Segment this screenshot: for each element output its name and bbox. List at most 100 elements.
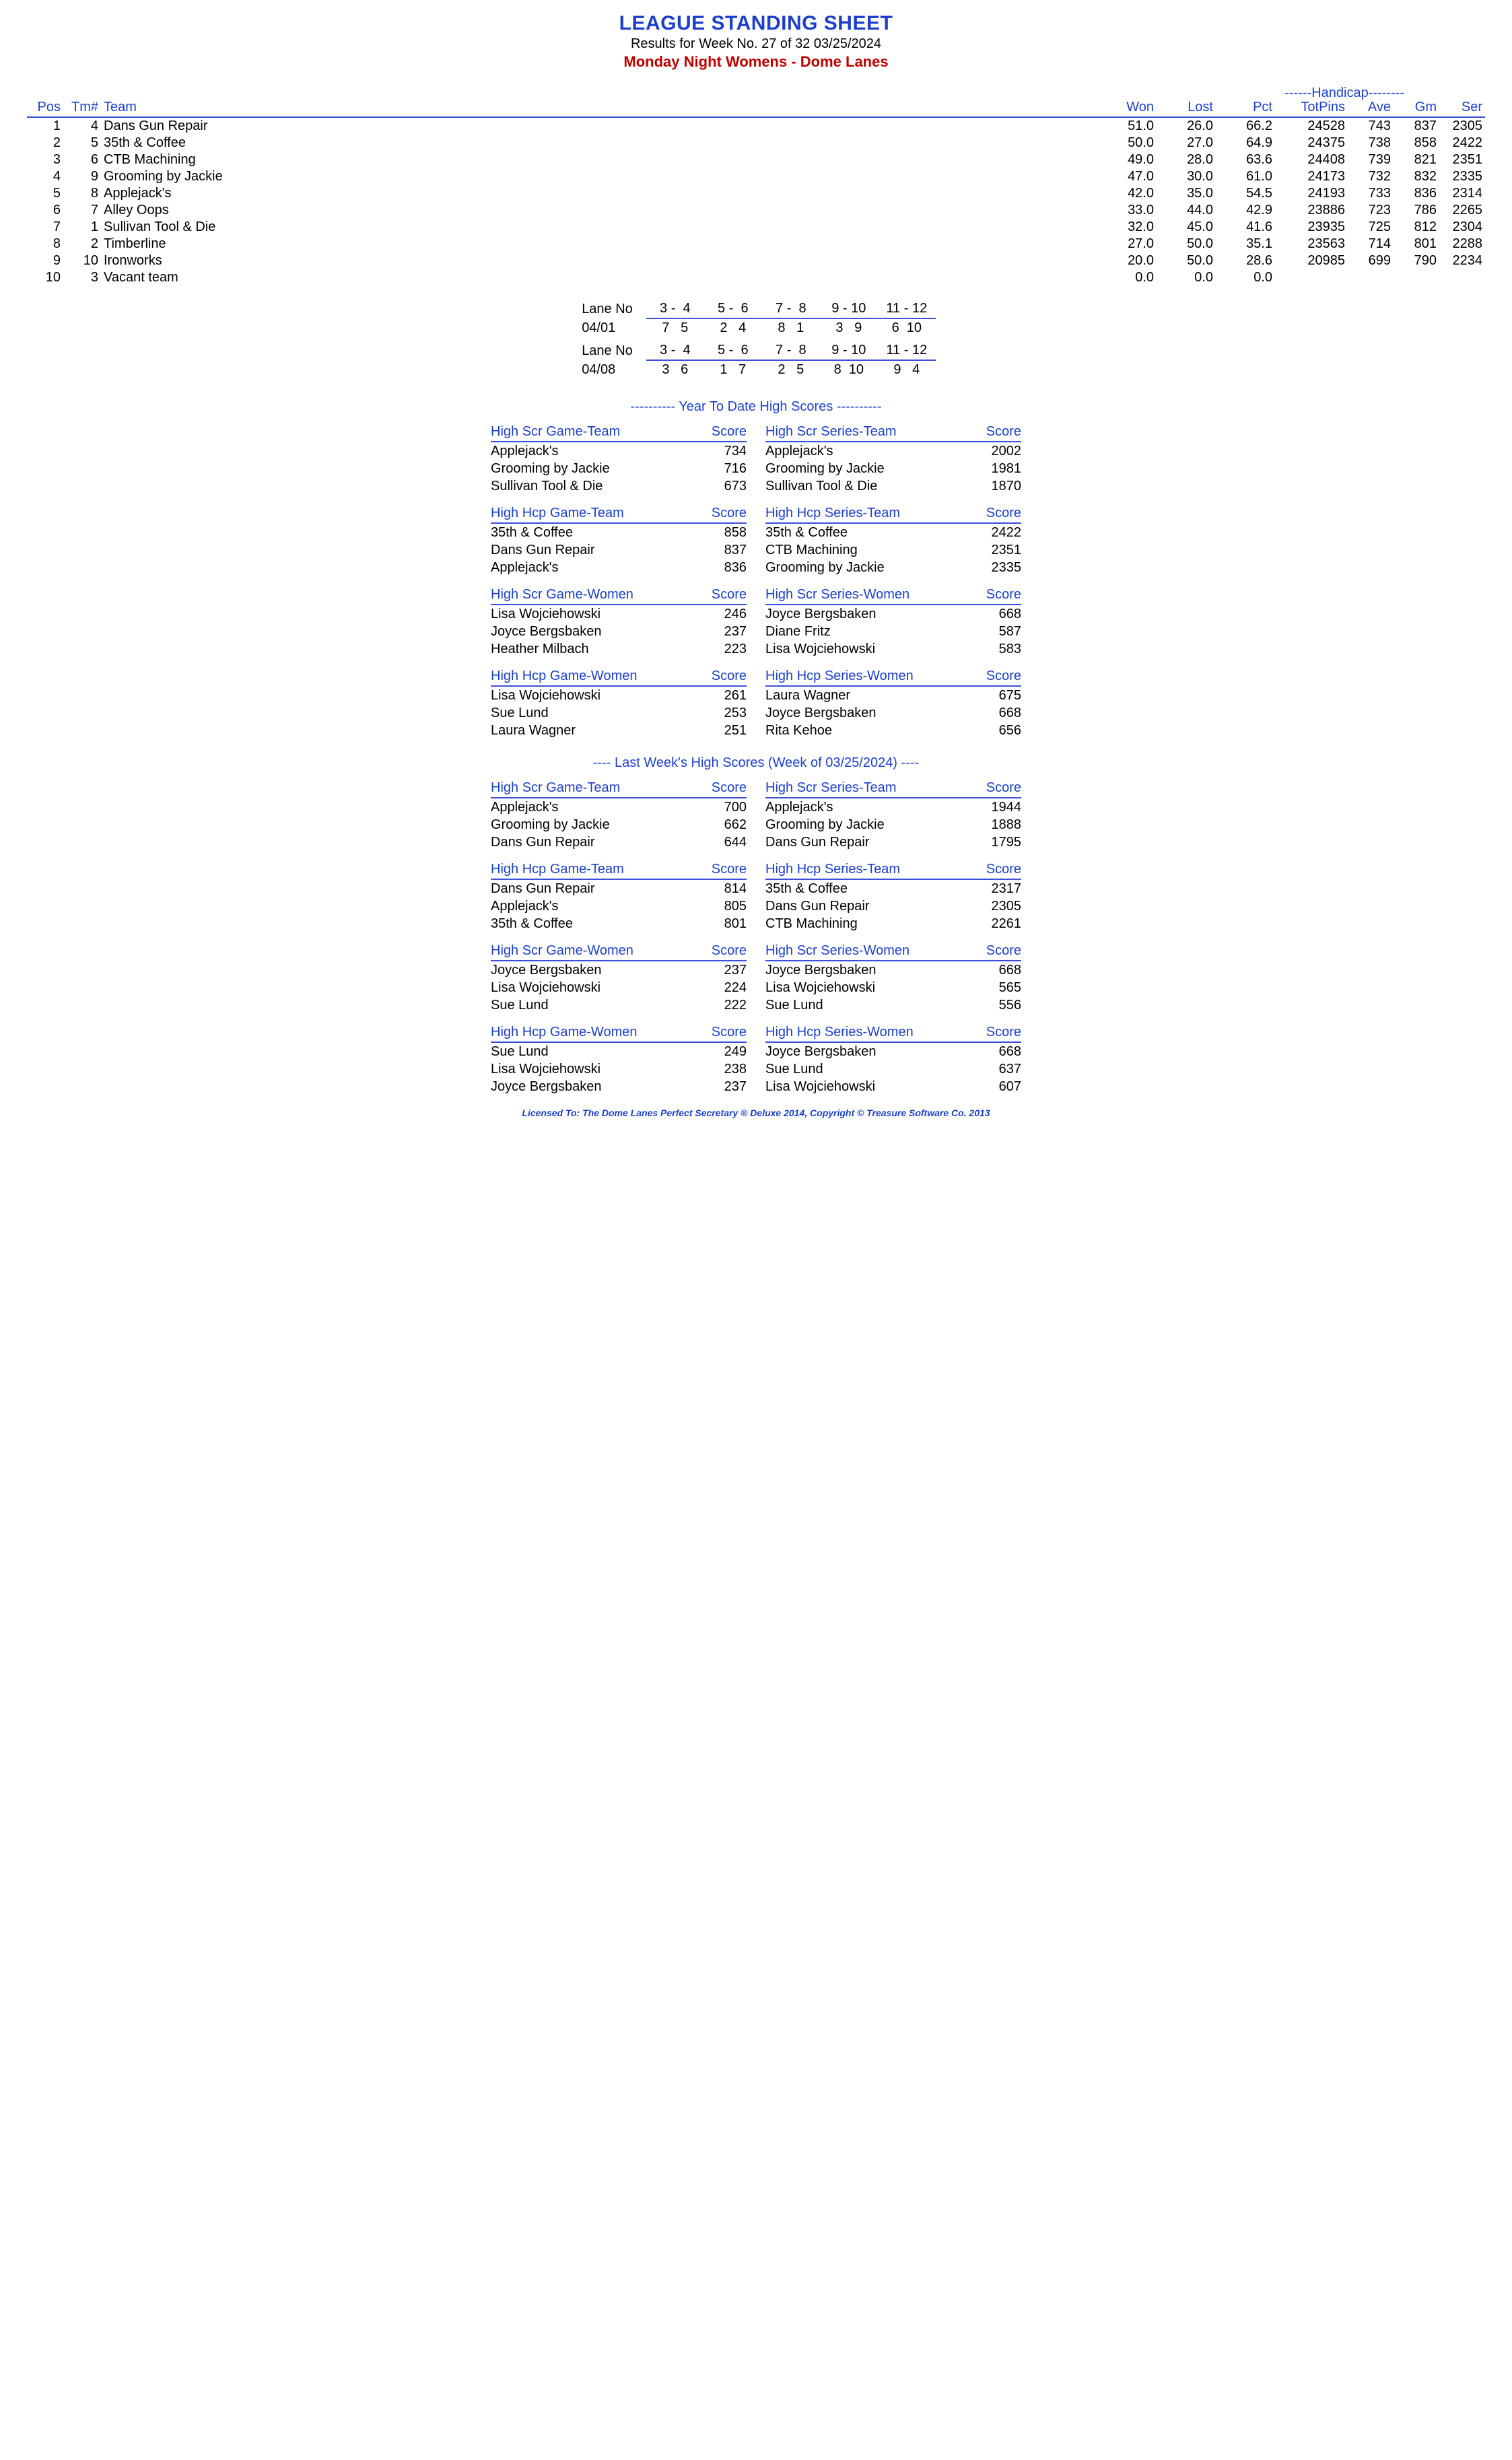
table-row: 36CTB Machining49.028.063.62440873982123… — [27, 151, 1485, 168]
list-item: Applejack's2002 — [765, 442, 1021, 460]
list-item: Sullivan Tool & Die1870 — [765, 477, 1021, 495]
list-item: Rita Kehoe656 — [765, 722, 1021, 739]
page-title: LEAGUE STANDING SHEET — [27, 12, 1485, 35]
list-item: Dans Gun Repair1795 — [765, 833, 1021, 851]
list-item: Joyce Bergsbaken668 — [765, 961, 1021, 979]
hs-title: High Hcp Game-Women — [491, 1025, 693, 1040]
list-item: Joyce Bergsbaken237 — [491, 961, 747, 979]
list-item: Applejack's700 — [491, 798, 747, 816]
hs-title: High Scr Series-Team — [765, 780, 967, 796]
high-score-block: High Hcp Game-TeamScoreDans Gun Repair81… — [491, 862, 747, 932]
hs-title: High Scr Game-Women — [491, 587, 693, 603]
hs-score-label: Score — [967, 943, 1021, 959]
list-item: Grooming by Jackie1981 — [765, 460, 1021, 477]
high-score-block: High Scr Game-WomenScoreJoyce Bergsbaken… — [491, 943, 747, 1014]
col-lost: Lost — [1157, 98, 1216, 117]
hs-score-label: Score — [693, 669, 747, 684]
list-item: Joyce Bergsbaken237 — [491, 623, 747, 640]
hs-score-label: Score — [967, 1025, 1021, 1040]
subtitle: Results for Week No. 27 of 32 03/25/2024 — [27, 36, 1485, 52]
list-item: Sue Lund556 — [765, 996, 1021, 1014]
list-item: Laura Wagner251 — [491, 722, 747, 739]
col-pos: Pos — [27, 98, 63, 117]
hs-score-label: Score — [967, 669, 1021, 684]
list-item: Grooming by Jackie2335 — [765, 559, 1021, 576]
ytd-high-scores: High Scr Game-TeamScoreApplejack's734Gro… — [27, 424, 1485, 739]
list-item: Applejack's1944 — [765, 798, 1021, 816]
list-item: Sullivan Tool & Die673 — [491, 477, 747, 495]
high-score-block: High Hcp Series-TeamScore 35th & Coffee24… — [765, 506, 1021, 576]
list-item: Grooming by Jackie716 — [491, 460, 747, 477]
list-item: Lisa Wojciehowski261 — [491, 687, 747, 704]
list-item: Joyce Bergsbaken668 — [765, 1043, 1021, 1060]
ytd-title: ---------- Year To Date High Scores ----… — [27, 399, 1485, 415]
hs-score-label: Score — [967, 424, 1021, 440]
hs-title: High Scr Series-Women — [765, 587, 967, 603]
col-gm: Gm — [1394, 98, 1439, 117]
list-item: Lisa Wojciehowski565 — [765, 979, 1021, 996]
list-item: Lisa Wojciehowski583 — [765, 640, 1021, 658]
table-row: 2535th & Coffee50.027.064.92437573885824… — [27, 135, 1485, 151]
high-score-block: High Hcp Series-WomenScore Joyce Bergsbak… — [765, 1025, 1021, 1095]
list-item: Grooming by Jackie662 — [491, 816, 747, 833]
col-ser: Ser — [1439, 98, 1485, 117]
list-item: Applejack's734 — [491, 442, 747, 460]
list-item: Laura Wagner675 — [765, 687, 1021, 704]
hs-title: High Hcp Game-Team — [491, 506, 693, 521]
list-item: Dans Gun Repair2305 — [765, 897, 1021, 915]
col-won: Won — [1097, 98, 1157, 117]
last-week-title: ---- Last Week's High Scores (Week of 03… — [27, 755, 1485, 771]
list-item: Dans Gun Repair814 — [491, 880, 747, 897]
list-item: Sue Lund637 — [765, 1060, 1021, 1078]
hs-score-label: Score — [693, 424, 747, 440]
high-score-block: High Scr Series-WomenScore Joyce Bergsbak… — [765, 943, 1021, 1014]
hs-title: High Scr Series-Team — [765, 424, 967, 440]
list-item: Sue Lund222 — [491, 996, 747, 1014]
list-item: Applejack's805 — [491, 897, 747, 915]
table-row: 67Alley Oops33.044.042.9238867237862265 — [27, 202, 1485, 219]
hs-title: High Hcp Series-Team — [765, 506, 967, 521]
hs-score-label: Score — [693, 780, 747, 796]
list-item: Lisa Wojciehowski224 — [491, 979, 747, 996]
list-item: Grooming by Jackie1888 — [765, 816, 1021, 833]
high-score-block: High Scr Game-WomenScoreLisa Wojciehowsk… — [491, 587, 747, 658]
table-row: 49Grooming by Jackie47.030.061.024173732… — [27, 168, 1485, 185]
list-item: Dans Gun Repair644 — [491, 833, 747, 851]
table-row: 103Vacant team0.00.00.0 — [27, 269, 1485, 286]
header: LEAGUE STANDING SHEET Results for Week N… — [27, 12, 1485, 71]
table-row: 14Dans Gun Repair51.026.066.224528743837… — [27, 117, 1485, 135]
col-totpins: TotPins — [1275, 98, 1348, 117]
league-name: Monday Night Womens - Dome Lanes — [27, 53, 1485, 71]
hs-score-label: Score — [967, 862, 1021, 877]
list-item: 35th & Coffee858 — [491, 524, 747, 541]
list-item: Diane Fritz587 — [765, 623, 1021, 640]
hs-title: High Hcp Series-Women — [765, 1025, 967, 1040]
list-item: Dans Gun Repair837 — [491, 541, 747, 559]
hs-title: High Scr Game-Team — [491, 780, 693, 796]
col-pct: Pct — [1216, 98, 1275, 117]
footer: Licensed To: The Dome Lanes Perfect Secr… — [27, 1107, 1485, 1118]
standings-table: PosTm#TeamWonLostPctTotPinsAveGmSer 14Da… — [27, 98, 1485, 286]
high-score-block: High Hcp Series-WomenScoreLaura Wagner67… — [765, 669, 1021, 739]
list-item: Joyce Bergsbaken237 — [491, 1078, 747, 1095]
last-week-high-scores: High Scr Game-TeamScoreApplejack's700Gro… — [27, 780, 1485, 1095]
hs-score-label: Score — [967, 506, 1021, 521]
list-item: 35th & Coffee2317 — [765, 880, 1021, 897]
hs-score-label: Score — [693, 1025, 747, 1040]
col-ave: Ave — [1348, 98, 1394, 117]
list-item: CTB Machining2351 — [765, 541, 1021, 559]
hs-title: High Scr Series-Women — [765, 943, 967, 959]
high-score-block: High Hcp Series-TeamScore 35th & Coffee23… — [765, 862, 1021, 932]
list-item: 35th & Coffee2422 — [765, 524, 1021, 541]
list-item: Joyce Bergsbaken668 — [765, 605, 1021, 623]
list-item: Heather Milbach223 — [491, 640, 747, 658]
table-row: 82Timberline27.050.035.1235637148012288 — [27, 236, 1485, 252]
high-score-block: High Hcp Game-TeamScore 35th & Coffee858D… — [491, 506, 747, 576]
col-team: Team — [101, 98, 1097, 117]
list-item: Lisa Wojciehowski238 — [491, 1060, 747, 1078]
hs-score-label: Score — [693, 506, 747, 521]
col-tm#: Tm# — [63, 98, 101, 117]
high-score-block: High Hcp Game-WomenScoreSue Lund249Lisa … — [491, 1025, 747, 1095]
hs-title: High Hcp Series-Team — [765, 862, 967, 877]
hs-score-label: Score — [693, 862, 747, 877]
